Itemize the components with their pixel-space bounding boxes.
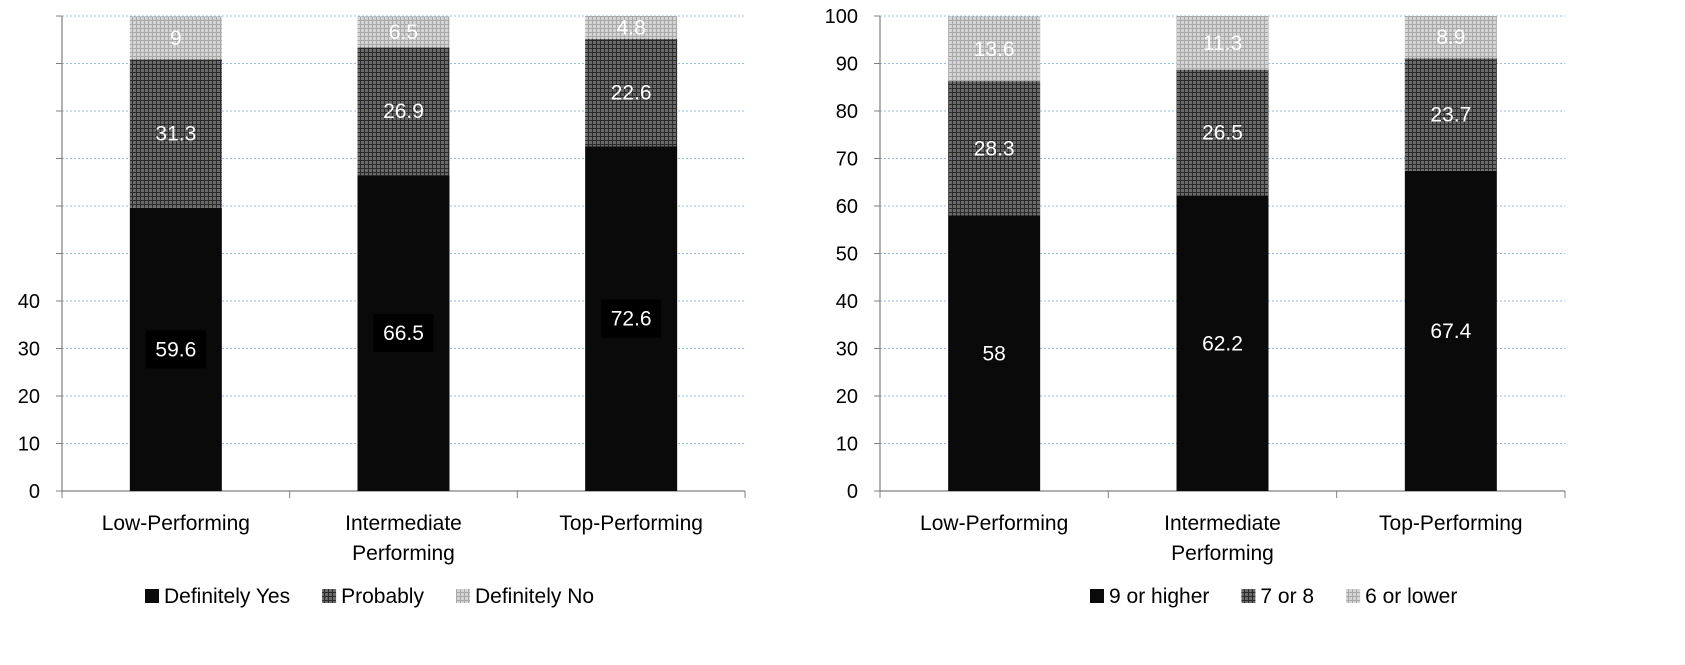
legend-label: Definitely Yes [164, 585, 290, 608]
legend-swatch [1090, 589, 1104, 603]
data-label-box [601, 299, 662, 338]
bar-segment [585, 16, 678, 39]
data-label: 23.7 [1430, 104, 1471, 127]
data-label: 4.8 [617, 16, 646, 39]
y-tick-label: 90 [836, 54, 858, 76]
bar-segment [1176, 195, 1269, 492]
y-tick-label: 20 [836, 386, 858, 408]
category-label: Low-Performing [102, 512, 250, 535]
legend-label: Probably [341, 585, 424, 608]
y-tick-label: 20 [18, 386, 40, 408]
y-tick-label: 50 [836, 244, 858, 266]
legend-label: 9 or higher [1109, 585, 1209, 608]
y-tick-label: 40 [18, 291, 40, 313]
bar-segment [1404, 58, 1497, 171]
bar-segment [1404, 170, 1497, 491]
bar-segment [357, 16, 450, 48]
data-label: 6.5 [389, 21, 418, 44]
bar-segment [1404, 16, 1497, 59]
y-tick-label: 40 [836, 291, 858, 313]
data-label: 11.3 [1203, 32, 1242, 55]
data-label: 62.2 [1202, 332, 1243, 355]
y-tick-label: 30 [18, 339, 40, 361]
bar-segment [948, 16, 1041, 82]
data-label: 22.6 [611, 81, 652, 104]
legend-swatch [322, 589, 337, 603]
data-label: 13.6 [974, 38, 1015, 61]
data-label: 67.4 [1430, 320, 1471, 343]
data-label: 26.9 [383, 100, 424, 123]
chart-left: 0 10 20 30 40 59.6 31.3 9 Low-Performing 66.5 26.9… [18, 15, 746, 608]
data-label-box [145, 330, 206, 369]
category-label: Top-Performing [559, 512, 703, 535]
category-label: Performing [352, 542, 455, 565]
category-label: Intermediate [1164, 512, 1281, 535]
data-label: 26.5 [1202, 122, 1243, 145]
data-label: 66.5 [383, 322, 424, 345]
bar-segment [585, 38, 678, 147]
data-label: 59.6 [155, 338, 196, 361]
bar-segment [357, 47, 450, 176]
legend-label: 7 or 8 [1260, 585, 1314, 608]
bar-segment [129, 59, 222, 208]
legend-swatch [455, 589, 470, 603]
data-label: 58 [982, 342, 1005, 365]
y-tick-label: 10 [18, 434, 40, 456]
data-label: 8.9 [1436, 26, 1465, 49]
legend-label: 6 or lower [1365, 585, 1457, 608]
y-tick-label: 10 [836, 434, 858, 456]
y-tick-label: 100 [825, 6, 858, 28]
bar-segment [1176, 69, 1269, 196]
bar-segment [1176, 16, 1269, 70]
y-tick-label: 60 [836, 196, 858, 218]
y-tick-label: 0 [847, 481, 858, 503]
category-label: Low-Performing [920, 512, 1068, 535]
bar-segment [948, 81, 1041, 216]
legend-swatch [1241, 589, 1256, 603]
data-label: 72.6 [611, 308, 652, 331]
chart-right: 0 10 20 30 40 50 60 70 80 90 100 58 28.3 13.6 Low-Perf… [825, 6, 1566, 608]
legend-label: Definitely No [475, 585, 594, 608]
data-label: 9 [170, 27, 182, 50]
y-tick-label: 70 [836, 149, 858, 171]
data-label-box [373, 314, 434, 353]
category-label: Top-Performing [1379, 512, 1523, 535]
y-tick-label: 0 [29, 481, 40, 503]
y-tick-label: 80 [836, 101, 858, 123]
legend-swatch [1346, 589, 1361, 603]
data-label: 28.3 [974, 137, 1015, 160]
category-label: Performing [1171, 542, 1274, 565]
legend-swatch [145, 589, 159, 603]
bar-segment [129, 16, 222, 60]
category-label: Intermediate [345, 512, 462, 535]
bar-segment [948, 215, 1041, 491]
y-tick-label: 30 [836, 339, 858, 361]
data-label: 31.3 [155, 123, 196, 146]
